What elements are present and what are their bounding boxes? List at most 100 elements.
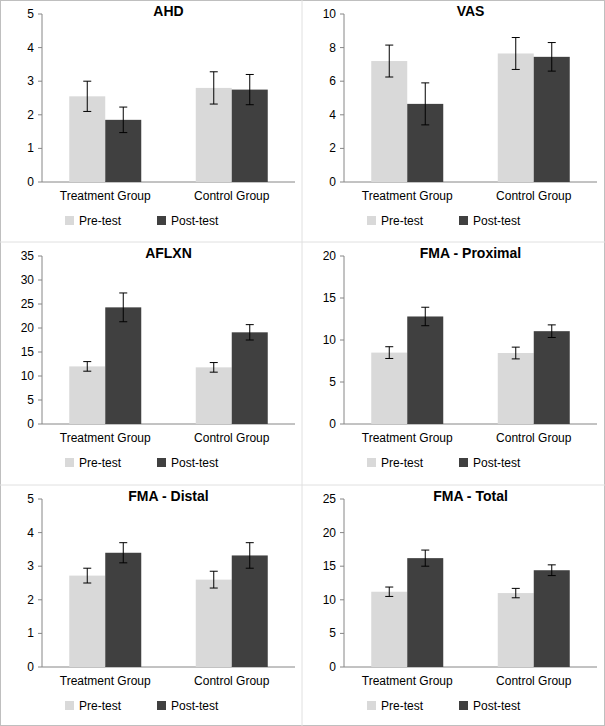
y-tick-label: 25 [323,492,337,506]
x-tick-label: Control Group [194,189,270,203]
error-cap [119,292,127,293]
error-cap [246,340,254,341]
error-cap [246,568,254,569]
x-tick-label: Control Group [496,189,572,203]
y-tick-label: 5 [27,7,34,21]
y-tick [38,667,42,668]
y-tick [340,424,344,425]
error-cap [246,74,254,75]
bar [498,353,534,424]
error-cap [83,568,91,569]
y-tick [38,424,42,425]
y-tick-label: 15 [323,559,337,573]
bar [371,353,407,424]
error-cap [385,45,393,46]
y-tick-label: 10 [323,7,337,21]
y-tick [340,14,344,15]
legend-swatch [459,458,468,467]
error-bar [389,587,390,596]
error-cap [246,542,254,543]
bar [498,53,534,182]
legend-swatch [157,701,166,710]
bar [196,580,232,667]
plot-area [69,72,268,182]
legend-swatch [367,458,376,467]
plot-area [371,550,570,667]
plot-area [69,543,268,667]
error-cap [385,346,393,347]
chart-panel: FMA - Proximal05101520Treatment GroupCon… [323,245,597,470]
y-tick [38,376,42,377]
error-bar [123,293,124,322]
x-tick-label: Control Group [496,431,572,445]
error-cap [548,324,556,325]
chart-panel: FMA - Total0510152025Treatment GroupCont… [323,488,597,713]
y-tick-label: 5 [329,626,336,640]
bar [105,553,141,667]
legend-label: Pre-test [79,214,122,228]
legend-label: Pre-test [79,456,122,470]
y-tick [38,148,42,149]
error-cap [512,347,520,348]
y-tick [340,81,344,82]
y-tick-label: 25 [21,297,35,311]
error-cap [119,542,127,543]
y-tick [38,304,42,305]
bar [69,366,105,424]
y-tick-label: 1 [27,626,34,640]
y-tick [340,114,344,115]
error-bar [87,362,88,372]
y-tick-label: 4 [329,108,336,122]
y-tick-label: 2 [329,141,336,155]
y-tick [38,328,42,329]
y-tick-label: 6 [329,74,336,88]
y-tick-label: 5 [27,393,34,407]
plot-area [371,38,570,182]
legend-label: Post-test [473,214,521,228]
y-tick [38,532,42,533]
error-cap [512,69,520,70]
legend-swatch [367,701,376,710]
y-tick-label: 0 [329,417,336,431]
error-cap [119,132,127,133]
y-tick [340,256,344,257]
error-cap [548,575,556,576]
y-tick [340,148,344,149]
y-tick-label: 15 [21,345,35,359]
y-tick [38,400,42,401]
x-tick-label: Control Group [496,674,572,688]
bar [196,367,232,424]
y-tick-label: 1 [27,141,34,155]
error-cap [421,307,429,308]
y-tick-label: 2 [27,593,34,607]
error-bar [249,74,250,104]
error-cap [548,71,556,72]
x-tick-label: Control Group [194,431,270,445]
chart-panel: AFLXN05101520253035Treatment GroupContro… [21,245,295,470]
y-tick-label: 20 [323,526,337,540]
y-tick [38,114,42,115]
error-cap [119,107,127,108]
chart-panel: AHD012345Treatment GroupControl GroupPre… [27,3,295,228]
error-bar [213,72,214,104]
error-cap [83,81,91,82]
y-tick-label: 0 [329,175,336,189]
error-cap [512,37,520,38]
y-tick-label: 30 [21,273,35,287]
bar [232,555,268,667]
legend-label: Pre-test [381,456,424,470]
error-bar [123,543,124,563]
plot-area [371,307,570,424]
error-cap [385,77,393,78]
figure-border [1,1,605,726]
error-cap [512,588,520,589]
error-bar [551,325,552,338]
y-tick [38,47,42,48]
y-tick-label: 10 [323,593,337,607]
error-cap [83,371,91,372]
bar [105,307,141,424]
bar [407,316,443,424]
bar [232,332,268,424]
error-cap [512,597,520,598]
y-tick-label: 10 [323,333,337,347]
